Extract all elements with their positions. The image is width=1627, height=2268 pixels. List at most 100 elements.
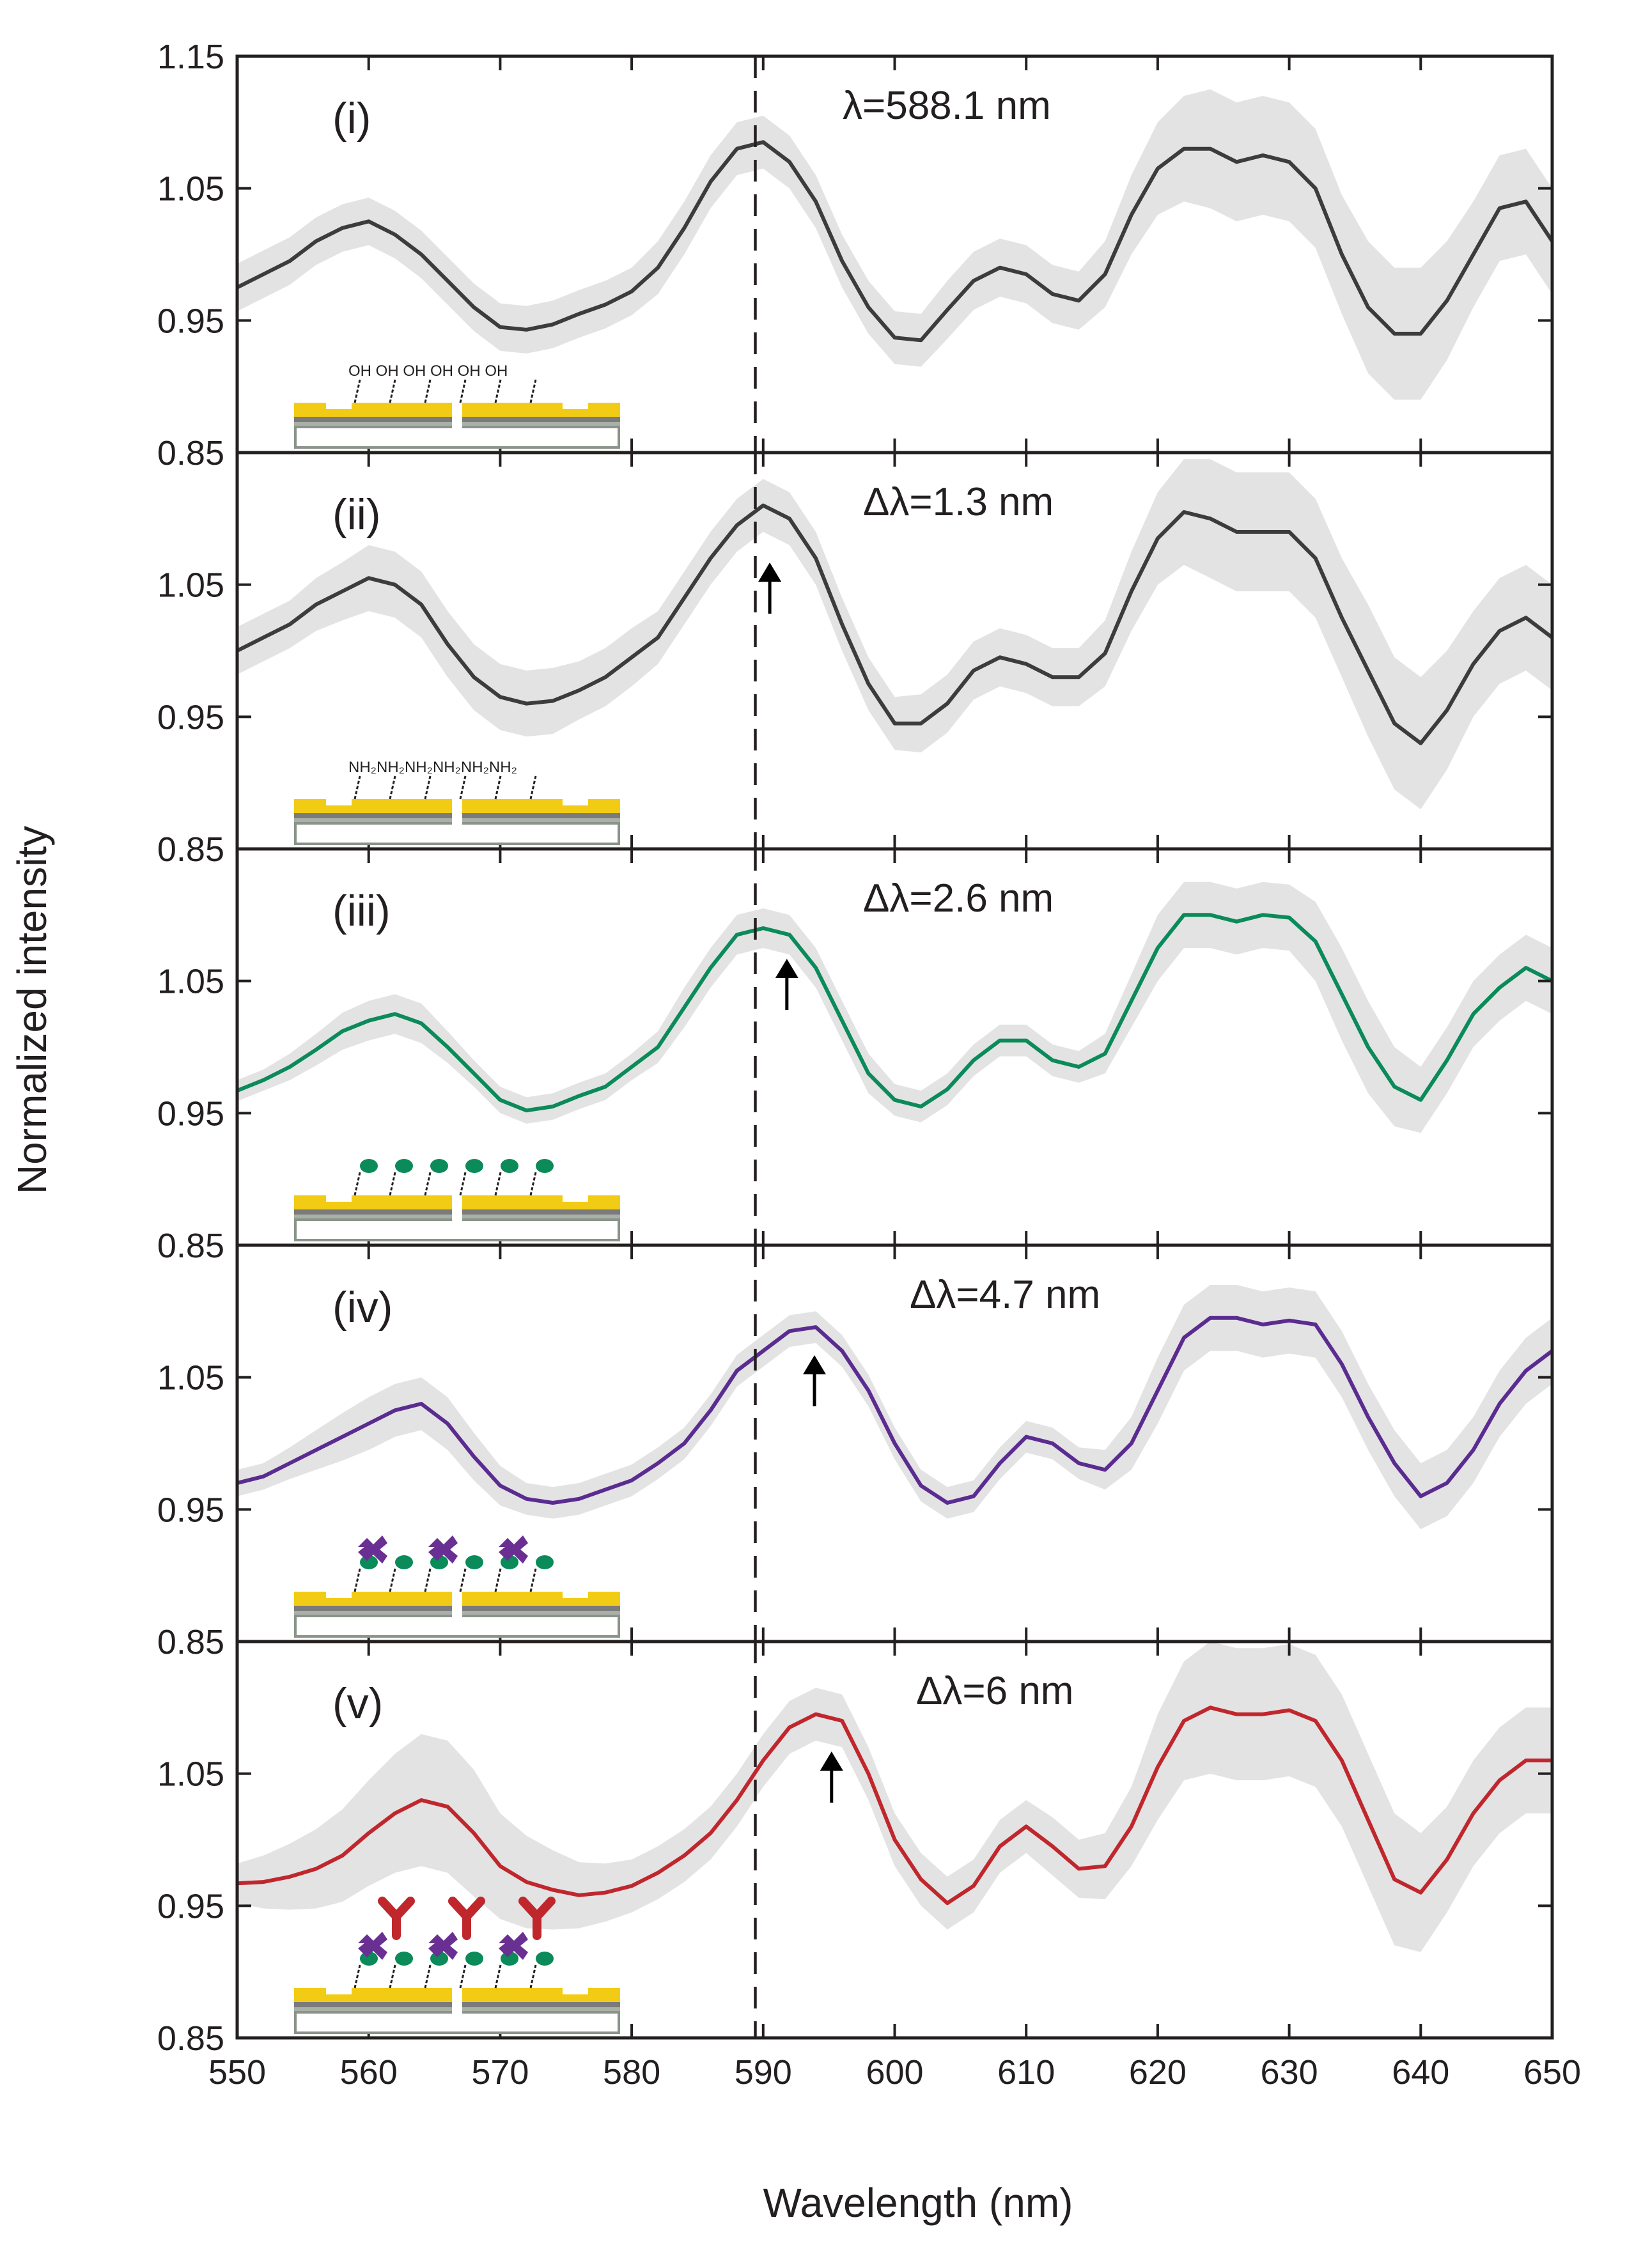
receptor (501, 1555, 518, 1569)
linker (459, 775, 467, 800)
shift-annotation: Δλ=2.6 nm (863, 876, 1054, 920)
panel-ii: 0.85 0.95 1.05 (ii) Δλ=1.3 nm NH₂NH₂NH₂NH₂NH₂… (157, 451, 1554, 869)
receptor (501, 1159, 518, 1173)
series-line-v (237, 1705, 1552, 1906)
panel-label: (iv) (332, 1283, 393, 1332)
nanohole (452, 401, 462, 428)
y-tick-label: 1.05 (157, 1755, 224, 1794)
protein-target (428, 1535, 458, 1564)
y-tick-label: 0.85 (157, 1623, 224, 1661)
panel-label: (ii) (332, 490, 381, 539)
peak-arrow-head (775, 959, 798, 978)
receptor (360, 1555, 378, 1569)
groove (563, 1988, 588, 1994)
receptor (465, 1555, 483, 1569)
groove (563, 403, 588, 409)
x-tick-label: 630 (1261, 2053, 1318, 2092)
linker (389, 1172, 396, 1196)
receptor (395, 1952, 413, 1966)
nanohole (452, 798, 462, 825)
linker (529, 1568, 537, 1592)
y-tick-label: 1.15 (157, 38, 224, 76)
protein-target (499, 1535, 528, 1564)
panel-label: (i) (332, 94, 371, 143)
glass-substrate (294, 2011, 620, 2034)
nanohole (452, 1194, 462, 1221)
glass-substrate (294, 1615, 620, 1638)
linker (424, 1172, 432, 1196)
receptor (430, 1952, 448, 1966)
groove (563, 1195, 588, 1202)
x-tick-label: 640 (1392, 2053, 1449, 2092)
receptor (465, 1159, 483, 1173)
receptor (536, 1555, 554, 1569)
linker (459, 1964, 467, 1989)
y-tick-label: 1.05 (157, 170, 224, 208)
linker (494, 775, 502, 800)
x-tick-label: 620 (1129, 2053, 1187, 2092)
surface-schematic: OH OH OH OH OH OH (294, 362, 620, 449)
std-band-iv (237, 1285, 1552, 1530)
linker (354, 1172, 361, 1196)
y-tick-label: 0.95 (157, 698, 224, 736)
antibody (448, 1897, 485, 1940)
surface-chemistry-label: NH₂NH₂NH₂NH₂NH₂NH₂ (348, 759, 517, 776)
y-tick-label: 0.85 (157, 830, 224, 869)
x-tick-label: 570 (471, 2053, 529, 2092)
std-band-v (237, 1642, 1552, 1952)
y-tick-label: 0.85 (157, 1227, 224, 1265)
receptor (430, 1555, 448, 1569)
y-tick-label: 0.85 (157, 434, 224, 472)
linker (354, 775, 361, 800)
y-tick-label: 0.95 (157, 1887, 224, 1925)
linker (494, 379, 502, 403)
linker (389, 1568, 396, 1592)
x-tick-label: 590 (735, 2053, 792, 2092)
y-tick-label: 0.85 (157, 2019, 224, 2058)
receptor (395, 1555, 413, 1569)
glass-substrate (294, 426, 620, 449)
nanohole (452, 1987, 462, 2014)
shift-annotation: Δλ=6 nm (916, 1669, 1073, 1713)
groove (326, 1592, 352, 1598)
series-line-iv (237, 1316, 1553, 1505)
linker (494, 1568, 502, 1592)
y-axis-title: Normalized intensity (9, 826, 55, 1194)
linker (424, 1964, 432, 1989)
panel-iii: 0.85 0.95 1.05 (iii) Δλ=2.6 nm (157, 847, 1554, 1265)
peak-arrow-head (820, 1751, 843, 1771)
x-tick-label: 600 (866, 2053, 923, 2092)
groove (326, 1195, 352, 1202)
linker (459, 1172, 467, 1196)
linker (529, 379, 537, 403)
protein-target (358, 1932, 387, 1960)
series-line-i (236, 140, 1554, 343)
glass-substrate (294, 822, 620, 845)
nanohole (452, 1590, 462, 1617)
linker (389, 775, 396, 800)
y-tick-label: 0.95 (157, 302, 224, 340)
linker (424, 775, 432, 800)
receptor (430, 1159, 448, 1173)
surface-schematic (294, 1535, 620, 1638)
linker (424, 1568, 432, 1592)
linker (529, 1172, 537, 1196)
receptor (465, 1952, 483, 1966)
std-band-ii (237, 459, 1552, 809)
receptor (360, 1952, 378, 1966)
series-line-iii (236, 913, 1553, 1113)
protein-target (358, 1535, 387, 1564)
receptor (536, 1952, 554, 1966)
panels: 0.85 0.95 1.05 1.15 (i) λ=588.1 nm OH OH OH OH… (157, 38, 1554, 2058)
peak-arrow-head (758, 563, 782, 582)
protein-target (499, 1932, 528, 1960)
linker (389, 1964, 396, 1989)
panel-label: (iii) (332, 887, 391, 935)
shift-annotation: λ=588.1 nm (843, 84, 1051, 128)
std-band-iii (237, 882, 1552, 1133)
linker (459, 379, 467, 403)
groove (326, 403, 352, 409)
glass-substrate (294, 1218, 620, 1241)
antibody (378, 1897, 415, 1940)
receptor (501, 1952, 518, 1966)
